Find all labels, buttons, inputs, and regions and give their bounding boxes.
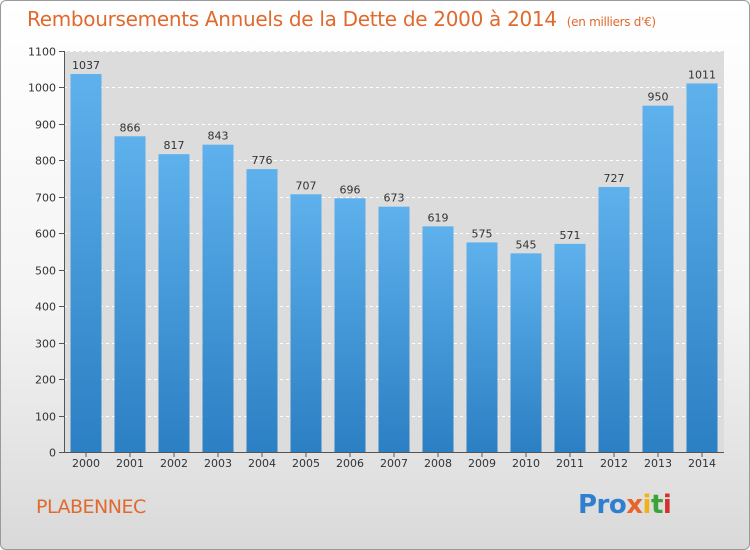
x-tick-label: 2012	[600, 457, 628, 470]
y-tick-label: 600	[35, 228, 56, 241]
y-tick-label: 1100	[28, 46, 56, 59]
data-label: 776	[252, 154, 273, 167]
bar	[554, 243, 586, 452]
y-tick-label: 1000	[28, 82, 56, 95]
x-tick-label: 2005	[292, 457, 320, 470]
x-tick-label: 2014	[688, 457, 716, 470]
chart-title: Remboursements Annuels de la Dette de 20…	[27, 7, 656, 31]
logo-part-5: i	[662, 490, 672, 520]
data-label: 1037	[72, 59, 100, 72]
logo-part-2: x	[626, 490, 643, 520]
bar	[510, 253, 542, 452]
data-label: 817	[164, 139, 185, 152]
x-tick-label: 2004	[248, 457, 276, 470]
x-tick-label: 2007	[380, 457, 408, 470]
data-label: 866	[120, 121, 141, 134]
y-tick-label: 200	[35, 374, 56, 387]
bar	[290, 194, 322, 452]
data-label: 727	[604, 172, 625, 185]
data-label: 696	[340, 183, 361, 196]
bar	[246, 169, 278, 452]
bar	[202, 144, 234, 453]
data-label: 843	[208, 130, 229, 143]
data-label: 673	[384, 192, 405, 205]
x-tick-label: 2003	[204, 457, 232, 470]
y-tick-label: 100	[35, 411, 56, 424]
bar	[70, 73, 102, 452]
x-tick-label: 2001	[116, 457, 144, 470]
x-tick-label: 2008	[424, 457, 452, 470]
data-label: 619	[428, 211, 449, 224]
bar	[642, 105, 674, 452]
y-tick-label: 700	[35, 192, 56, 205]
bar	[598, 186, 630, 452]
x-tick-label: 2013	[644, 457, 672, 470]
x-tick-label: 2000	[72, 457, 100, 470]
y-tick-label: 0	[49, 447, 56, 460]
data-label: 950	[648, 91, 669, 104]
x-tick-label: 2006	[336, 457, 364, 470]
bar	[334, 198, 366, 452]
chart-subtitle: (en milliers d'€)	[566, 15, 656, 29]
y-tick-label: 300	[35, 338, 56, 351]
data-label: 707	[296, 179, 317, 192]
bar	[686, 83, 718, 452]
bar	[378, 206, 410, 452]
data-label: 545	[516, 238, 537, 251]
proxiti-logo: Proxiti	[578, 490, 672, 520]
y-tick-label: 500	[35, 265, 56, 278]
x-tick-label: 2010	[512, 457, 540, 470]
y-tick-label: 800	[35, 155, 56, 168]
logo-part-4: t	[650, 490, 663, 520]
y-tick-label: 900	[35, 119, 56, 132]
y-tick-label: 400	[35, 301, 56, 314]
chart-title-text: Remboursements Annuels de la Dette de 20…	[27, 7, 557, 31]
bar	[158, 154, 190, 452]
data-label: 575	[472, 227, 493, 240]
bar	[422, 226, 454, 452]
data-label: 571	[560, 229, 581, 242]
logo-part-1: Pro	[578, 490, 627, 520]
x-tick-label: 2002	[160, 457, 188, 470]
bar	[466, 242, 498, 452]
logo-part-3: i	[642, 490, 652, 520]
x-tick-label: 2009	[468, 457, 496, 470]
bar	[114, 136, 146, 452]
commune-name: PLABENNEC	[36, 496, 146, 518]
data-label: 1011	[688, 68, 716, 81]
x-tick-label: 2011	[556, 457, 584, 470]
